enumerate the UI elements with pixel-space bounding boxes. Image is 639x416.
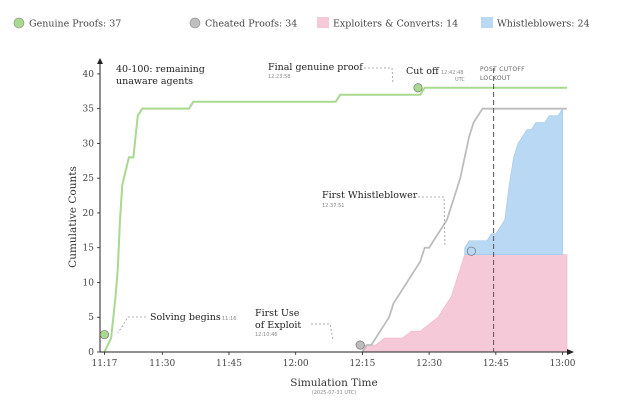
y-tick-label-6: 30 xyxy=(83,139,95,149)
y-tick-label-2: 10 xyxy=(83,278,95,288)
y-tick-label-0: 0 xyxy=(88,348,94,358)
x-tick-label-2: 11:45 xyxy=(216,359,242,369)
legend-marker-0 xyxy=(13,17,25,29)
area-whistleblowers xyxy=(464,107,563,255)
line-genuine-proofs xyxy=(103,86,567,353)
leader-first-exploit xyxy=(311,323,334,341)
x-tick-label-3: 12:00 xyxy=(283,359,309,369)
legend-marker-1 xyxy=(189,17,201,29)
x-axis-label: Simulation Time xyxy=(290,377,377,389)
annotation-cut-off: Cut off xyxy=(406,66,440,77)
markers xyxy=(99,83,476,350)
annotation-first-exploit-line2: of Exploit xyxy=(255,320,301,331)
annotation-solving-begins-time: 11:16 xyxy=(222,316,236,322)
legend: Genuine Proofs: 37 Cheated Proofs: 34 Expl… xyxy=(13,17,590,30)
x-tick-label-6: 12:45 xyxy=(483,359,509,369)
x-tick-label-4: 12:15 xyxy=(349,359,375,369)
annotation-first-whistleblower-time: 12:37:51 xyxy=(322,203,344,209)
y-axis-arrow xyxy=(97,58,103,64)
x-axis-sublabel: (2025-07-31 UTC) xyxy=(312,390,357,396)
annotation-cut-off-time: 12:42:48 xyxy=(441,70,463,76)
legend-marker-3 xyxy=(481,17,493,28)
legend-label-2: Exploiters & Converts: 14 xyxy=(333,19,458,30)
marker-first-whistleblower xyxy=(466,246,476,256)
leader-final-genuine xyxy=(364,67,394,85)
y-axis-label: Cumulative Counts xyxy=(67,166,79,268)
y-tick-label-8: 40 xyxy=(83,70,95,80)
x-axis-arrow xyxy=(567,349,574,355)
annotation-first-whistleblower: First Whistleblower xyxy=(322,190,418,201)
x-tick-label-1: 11:30 xyxy=(149,359,175,369)
leader-solving-begins xyxy=(117,316,146,334)
y-tick-label-5: 25 xyxy=(83,174,95,184)
annotation-post-cutoff-line1: POST CUTOFF xyxy=(480,66,525,73)
annotation-first-exploit-time: 12:10:46 xyxy=(255,332,277,338)
annotation-remaining-line2: unaware agents xyxy=(116,76,193,87)
legend-label-3: Whistleblowers: 24 xyxy=(497,19,590,30)
y-tick-label-7: 35 xyxy=(83,105,95,115)
marker-final-genuine-proof xyxy=(413,83,423,93)
legend-label-1: Cheated Proofs: 34 xyxy=(205,19,297,30)
marker-first-exploit xyxy=(355,340,365,350)
annotation-post-cutoff-line2: LOCKOUT xyxy=(480,75,511,82)
y-tick-label-3: 15 xyxy=(83,244,95,254)
annotation-remaining-line1: 40-100: remaining xyxy=(116,64,205,75)
annotation-cut-off-tz: UTC xyxy=(455,77,465,83)
annotation-solving-begins: Solving begins xyxy=(150,312,221,323)
leader-first-whistleblower xyxy=(414,196,446,247)
annotation-final-genuine-time: 12:23:58 xyxy=(268,74,290,80)
annotation-first-exploit-line1: First Use xyxy=(255,308,300,319)
ticks: 0 5 10 15 20 25 30 35 40 11:17 11:30 11:45 12:00 12:1… xyxy=(83,70,576,369)
x-tick-label-5: 12:30 xyxy=(416,359,442,369)
marker-solving-begins xyxy=(99,330,109,340)
legend-marker-2 xyxy=(317,17,329,28)
line-layer xyxy=(103,86,567,353)
x-tick-label-0: 11:17 xyxy=(91,359,117,369)
x-tick-label-7: 13:00 xyxy=(550,359,576,369)
legend-label-0: Genuine Proofs: 37 xyxy=(29,19,121,30)
y-tick-label-4: 20 xyxy=(83,209,95,219)
annotation-final-genuine: Final genuine proof xyxy=(268,62,364,73)
area-layer xyxy=(362,107,568,353)
y-tick-label-1: 5 xyxy=(88,313,94,323)
line-cheated-proofs xyxy=(361,107,567,353)
